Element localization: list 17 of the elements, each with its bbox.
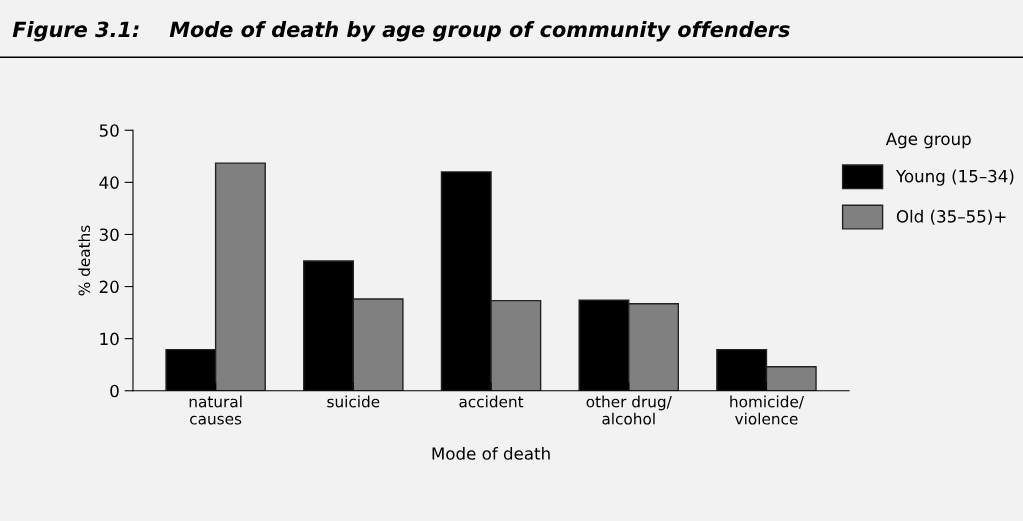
- chart-title: Figure 3.1: Mode of death by age group of community offenders: [12, 21, 790, 42]
- x-tick-label: other drug/ alcohol: [586, 395, 672, 425]
- y-tick-label: 40: [99, 176, 119, 189]
- y-axis-title: % deaths: [78, 225, 91, 296]
- x-tick-label: homicide/ violence: [730, 395, 804, 425]
- y-tick-label: 10: [100, 332, 119, 346]
- x-tick-label: accident: [459, 395, 524, 408]
- x-tick-label: natural causes: [189, 395, 242, 425]
- x-tick-label: suicide: [327, 395, 380, 408]
- y-tick-label: 30: [99, 228, 119, 242]
- y-tick-label: 20: [99, 280, 119, 294]
- legend-label: Young (15–34): [895, 169, 1014, 186]
- legend-title: Age group: [885, 132, 971, 149]
- legend-label: Old (35–55)+: [896, 209, 1006, 225]
- y-tick-label: 50: [99, 124, 119, 137]
- x-axis-title: Mode of death: [432, 446, 550, 460]
- y-tick-label: 0: [110, 384, 119, 398]
